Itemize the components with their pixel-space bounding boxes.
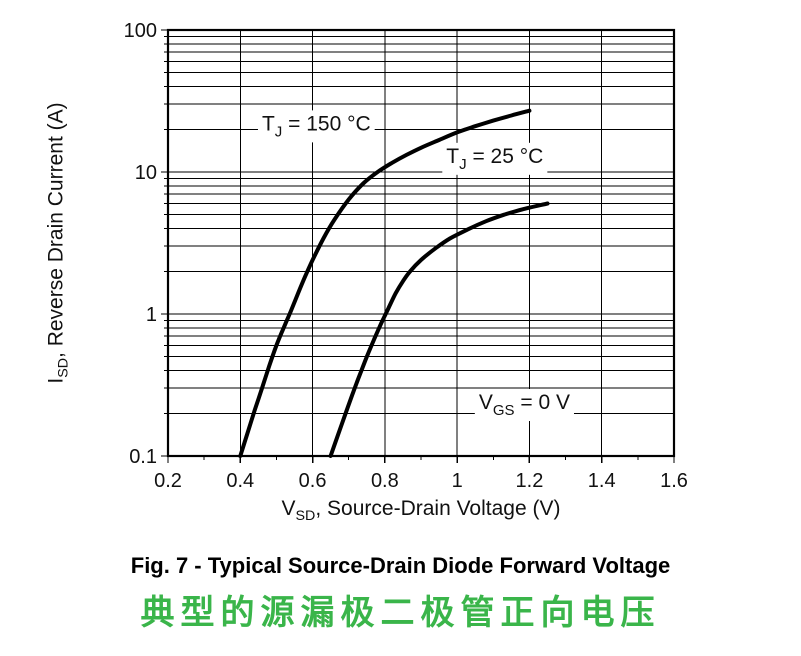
x-tick-label: 1 <box>452 470 463 492</box>
figure-caption-chinese: 典型的源漏极二极管正向电压 <box>140 594 661 632</box>
y-tick-label: 10 <box>135 162 157 184</box>
label-tj-25-background <box>442 142 548 175</box>
x-tick-label: 1.4 <box>588 470 616 492</box>
x-tick-label: 1.6 <box>660 470 688 492</box>
x-tick-label: 0.6 <box>299 470 327 492</box>
x-tick-label: 0.4 <box>226 470 254 492</box>
x-axis-title-subscript: SD <box>295 508 316 525</box>
y-tick-label: 0.1 <box>129 446 157 468</box>
x-axis-title: VSD, Source-Drain Voltage (V) <box>282 497 561 524</box>
label-vgs-0-background <box>474 389 574 422</box>
y-axis-title-text: , Reverse Drain Current (A) <box>44 102 68 358</box>
figure-caption: Fig. 7 - Typical Source-Drain Diode Forw… <box>130 553 671 578</box>
y-tick-label: 100 <box>124 20 157 42</box>
plot-border <box>166 28 676 458</box>
chart-canvas: 0.2 0.4 0.6 0.8 1 1.2 1.4 1.6 0.1 1 10 100 TJ = 150 … <box>124 20 688 492</box>
x-axis-title-text: , Source-Drain Voltage (V) <box>315 497 561 520</box>
label-tj-150-background <box>257 110 375 143</box>
x-tick-label: 0.2 <box>154 470 182 492</box>
x-tick-label: 1.2 <box>516 470 544 492</box>
curve-tj-150c <box>238 108 532 458</box>
x-axis-title-symbol: V <box>281 497 296 520</box>
label-tj-25: TJ = 25 °C <box>446 145 543 173</box>
x-tick-label: 0.8 <box>371 470 399 492</box>
label-tj-150: TJ = 150 °C <box>262 112 371 140</box>
curve-tj-25c <box>328 201 550 458</box>
y-axis-title: ISD, Reverse Drain Current (A) <box>44 102 71 383</box>
label-vgs-0: VGS = 0 V <box>479 391 570 419</box>
y-tick-label: 1 <box>146 304 157 326</box>
y-axis-title-subscript: SD <box>55 357 72 378</box>
y-axis-title-symbol: I <box>44 377 68 384</box>
